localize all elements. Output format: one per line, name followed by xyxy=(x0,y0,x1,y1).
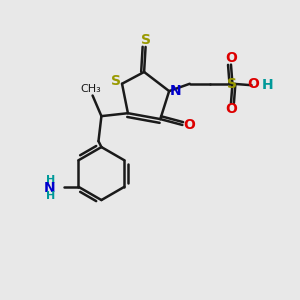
Text: N: N xyxy=(44,181,56,195)
Text: S: S xyxy=(110,74,121,88)
Text: H: H xyxy=(46,191,56,201)
Text: S: S xyxy=(227,77,237,91)
Text: H: H xyxy=(46,175,56,185)
Text: N: N xyxy=(170,84,182,98)
Text: O: O xyxy=(225,51,237,65)
Text: S: S xyxy=(141,34,151,47)
Text: CH₃: CH₃ xyxy=(81,84,101,94)
Text: H: H xyxy=(262,78,274,92)
Text: O: O xyxy=(183,118,195,132)
Text: O: O xyxy=(225,102,237,116)
Text: O: O xyxy=(247,77,259,91)
